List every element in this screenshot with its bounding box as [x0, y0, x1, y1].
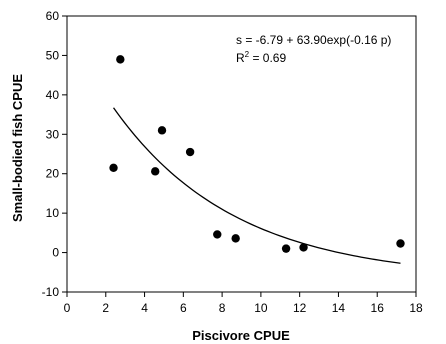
- x-tick-label: 2: [102, 301, 109, 315]
- y-tick-label: 60: [46, 9, 60, 23]
- y-axis-ticks: -10 0 10 20 30 40 50 60: [42, 9, 67, 299]
- plot-frame: [66, 15, 417, 293]
- data-points: [109, 55, 405, 253]
- r2-superscript: 2: [245, 50, 250, 59]
- x-tick-label: 8: [219, 301, 226, 315]
- y-tick-label: 20: [46, 167, 60, 181]
- x-axis-ticks: 0 2 4 6 8 10 12 14 16 18: [64, 292, 423, 315]
- y-tick-label: 0: [52, 246, 59, 260]
- data-point: [231, 234, 240, 243]
- r2-value: = 0.69: [249, 51, 286, 65]
- data-point: [396, 239, 405, 248]
- data-point: [157, 126, 167, 135]
- y-tick-label: -10: [42, 285, 60, 299]
- r2-prefix: R: [236, 51, 245, 65]
- data-point: [299, 243, 308, 252]
- x-tick-label: 4: [141, 301, 148, 315]
- x-axis-title: Piscivore CPUE: [192, 328, 290, 343]
- x-tick-label: 18: [409, 301, 423, 315]
- data-point: [109, 163, 118, 172]
- x-tick-label: 12: [293, 301, 307, 315]
- y-axis-title: Small-bodied fish CPUE: [10, 74, 25, 222]
- fit-equation: s = -6.79 + 63.90exp(-0.16 p): [236, 33, 391, 47]
- y-tick-label: 40: [46, 88, 60, 102]
- data-point: [185, 147, 195, 157]
- y-tick-label: 30: [46, 127, 60, 141]
- y-tick-label: 10: [46, 206, 60, 220]
- fit-curve: [113, 107, 401, 264]
- x-tick-label: 0: [64, 301, 71, 315]
- fit-r-squared: R2 = 0.69: [236, 50, 286, 65]
- x-tick-label: 14: [332, 301, 346, 315]
- data-point: [116, 55, 125, 64]
- data-point: [281, 244, 291, 253]
- x-tick-label: 10: [254, 301, 268, 315]
- data-point: [213, 230, 222, 239]
- data-point: [151, 167, 160, 176]
- y-tick-label: 50: [46, 48, 60, 62]
- plot-area: [66, 15, 417, 293]
- x-tick-label: 16: [371, 301, 385, 315]
- x-tick-label: 6: [180, 301, 187, 315]
